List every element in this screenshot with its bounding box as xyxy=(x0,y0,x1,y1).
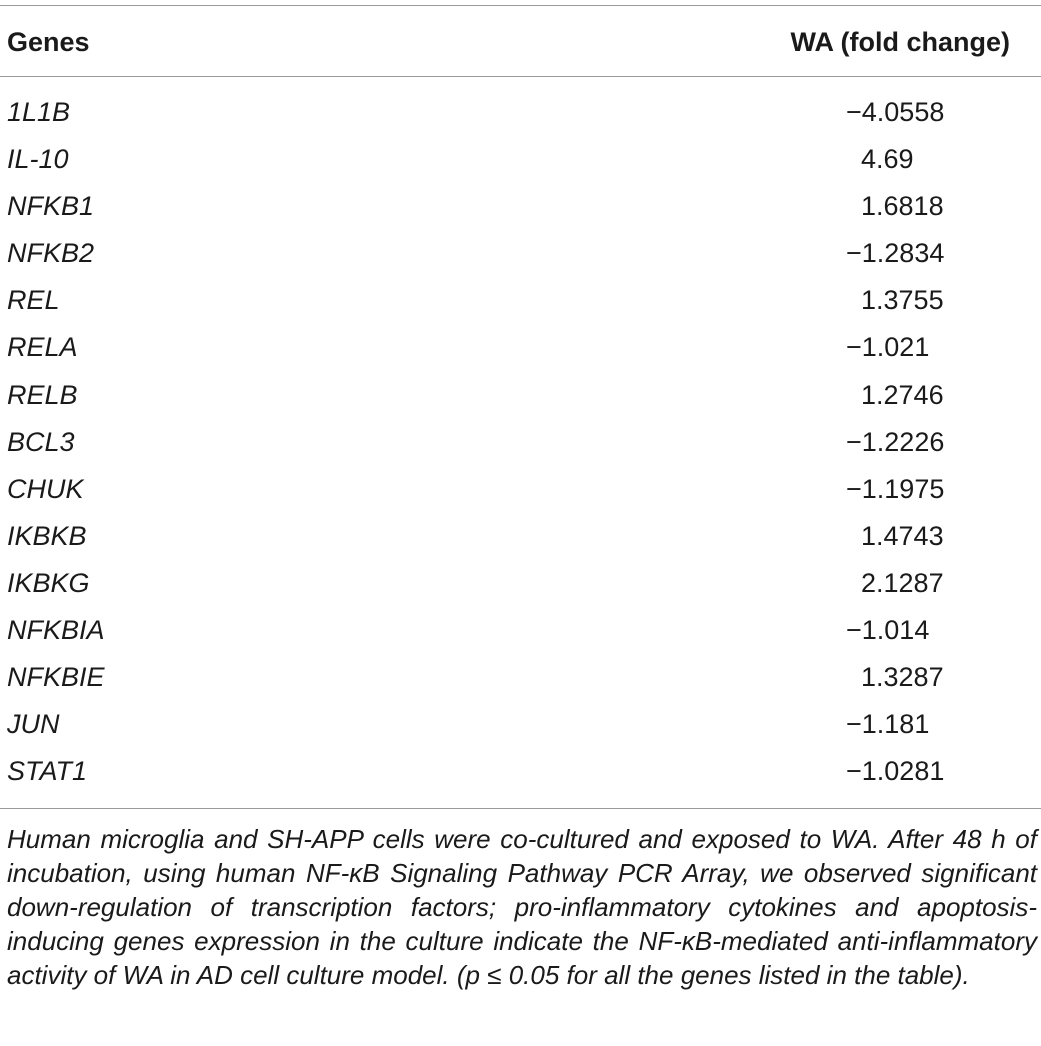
fold-change-value: 1.4743 xyxy=(846,520,944,551)
fold-change-value: 4.69 xyxy=(846,144,914,175)
gene-name: 1L1B xyxy=(7,97,71,127)
gene-name: IKBKB xyxy=(7,520,87,551)
fold-change-value: −1.2226 xyxy=(846,426,945,457)
table-top-rule xyxy=(0,5,1041,6)
table-header-rule xyxy=(0,76,1041,77)
gene-name: RELA xyxy=(7,332,78,363)
table-row: IKBKG 2.1287 xyxy=(0,560,1041,607)
table-footnote: Human microglia and SH-APP cells were co… xyxy=(7,824,1037,990)
fold-change-value: −1.1975 xyxy=(846,473,945,504)
gene-name: NFKB2 xyxy=(7,238,95,269)
table-row: IKBKB 1.4743 xyxy=(0,513,1041,560)
table-row: STAT1 −1.0281 xyxy=(0,748,1041,795)
fold-change-value: 1.2746 xyxy=(846,379,944,410)
table-row: NFKBIA −1.014 xyxy=(0,607,1041,654)
column-header-wa-fold-change: WA (fold change) xyxy=(790,27,1010,57)
table-row: IL-10 4.69 xyxy=(0,136,1041,183)
gene-name: BCL3 xyxy=(7,426,75,457)
fold-change-value: 1.3755 xyxy=(846,285,944,316)
gene-name: NFKB1 xyxy=(7,191,95,222)
table-row: NFKB2 −1.2834 xyxy=(0,230,1041,277)
gene-name: NFKBIE xyxy=(7,662,105,693)
table-row: RELA −1.021 xyxy=(0,324,1041,371)
column-header-genes: Genes xyxy=(7,27,90,57)
fold-change-value: 1.6818 xyxy=(846,191,944,222)
gene-name: IL-10 xyxy=(7,144,69,175)
table-row: JUN −1.181 xyxy=(0,701,1041,748)
gene-name: STAT1 xyxy=(7,756,88,787)
gene-name: RELB xyxy=(7,379,78,410)
table-body: 1L1B −4.0558 IL-10 4.69 NFKB1 1.6818 NFK… xyxy=(0,89,1041,795)
table-row: CHUK −1.1975 xyxy=(0,466,1041,513)
table-bottom-rule xyxy=(0,808,1041,809)
fold-change-value: −4.0558 xyxy=(846,97,945,127)
fold-change-value: −1.014 xyxy=(846,615,930,646)
gene-name: REL xyxy=(7,285,60,316)
table-row: BCL3 −1.2226 xyxy=(0,419,1041,466)
table-row: REL 1.3755 xyxy=(0,277,1041,324)
fold-change-value: −1.0281 xyxy=(846,756,945,787)
table-row: NFKBIE 1.3287 xyxy=(0,654,1041,701)
table-header: Genes WA (fold change) xyxy=(0,24,1041,60)
gene-name: IKBKG xyxy=(7,567,90,598)
gene-name: NFKBIA xyxy=(7,615,105,646)
fold-change-value: −1.181 xyxy=(846,709,930,740)
table-row: RELB 1.2746 xyxy=(0,372,1041,419)
table-row: 1L1B −4.0558 xyxy=(0,89,1041,136)
fold-change-value: 1.3287 xyxy=(846,662,944,693)
gene-name: CHUK xyxy=(7,473,84,504)
fold-change-value: −1.021 xyxy=(846,332,930,363)
fold-change-value: 2.1287 xyxy=(846,567,944,598)
table-row: NFKB1 1.6818 xyxy=(0,183,1041,230)
fold-change-value: −1.2834 xyxy=(846,238,945,269)
gene-name: JUN xyxy=(7,709,60,740)
